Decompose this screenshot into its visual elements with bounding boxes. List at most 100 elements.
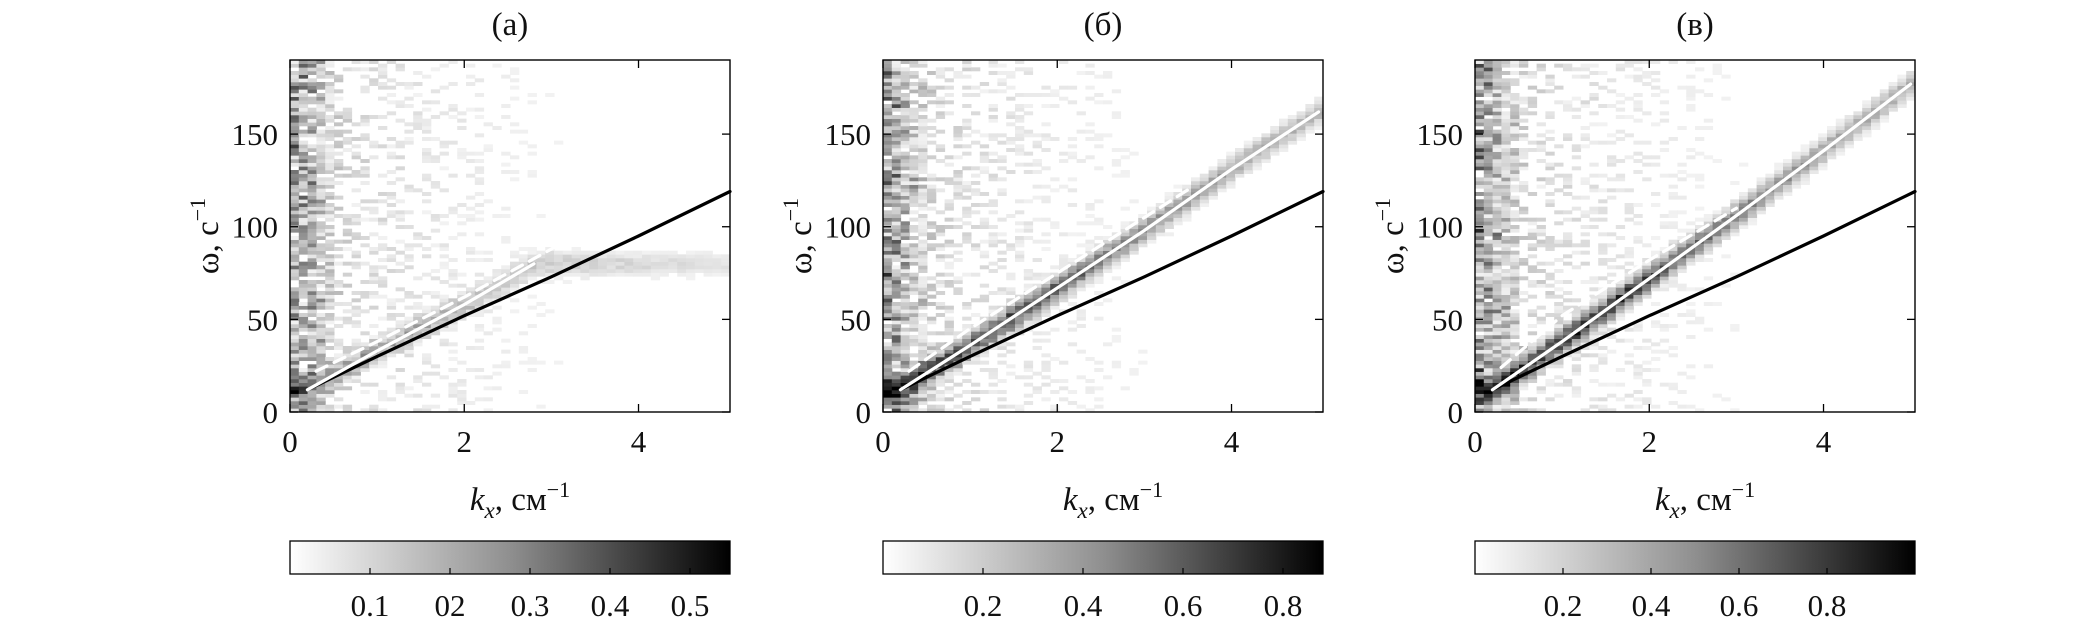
heatmap-cell [1791, 184, 1802, 189]
heatmap-cell [334, 375, 344, 380]
heatmap-cell [1111, 327, 1122, 332]
heatmap-cell [1510, 217, 1520, 222]
heatmap-cell [1589, 353, 1599, 358]
heatmap-cell [962, 302, 972, 306]
heatmap-cell [1536, 346, 1546, 350]
heatmap-cell [1545, 166, 1555, 171]
heatmap-cell [883, 140, 893, 145]
heatmap-cell [1712, 210, 1722, 215]
heatmap-cell [633, 261, 643, 266]
heatmap-cell [918, 291, 928, 295]
heatmap-cell [571, 265, 581, 270]
heatmap-cell [369, 280, 379, 284]
heatmap-cell [1633, 159, 1643, 163]
heatmap-cell [1607, 272, 1617, 277]
heatmap-cell [360, 291, 370, 295]
heatmap-cell [694, 265, 705, 270]
heatmap-cell [1580, 232, 1590, 237]
heatmap-cell [518, 346, 529, 350]
heatmap-cell [325, 360, 335, 365]
heatmap-cell [1041, 195, 1051, 200]
heatmap-cell [536, 214, 546, 218]
heatmap-cell [1835, 126, 1846, 130]
heatmap-cell [1510, 342, 1520, 347]
heatmap-cell [422, 177, 432, 182]
heatmap-cell [909, 74, 919, 79]
heatmap-cell [395, 239, 405, 244]
heatmap-cell [1032, 159, 1042, 163]
heatmap-cell [1191, 181, 1201, 185]
heatmap-cell [900, 67, 910, 72]
heatmap-cell [598, 272, 608, 277]
heatmap-cell [298, 390, 309, 394]
heatmap-cell [483, 298, 493, 303]
heatmap-cell [703, 265, 713, 270]
heatmap-cell [935, 243, 946, 248]
heatmap-cell [1519, 74, 1529, 79]
heatmap-cell [290, 349, 300, 354]
heatmap-cell [883, 151, 893, 156]
heatmap-cell [935, 313, 946, 317]
heatmap-cell [1501, 203, 1511, 207]
heatmap-cell [1519, 217, 1529, 222]
heatmap-cell [1475, 129, 1485, 134]
heatmap-cell [307, 177, 317, 182]
heatmap-cell [1050, 104, 1060, 108]
heatmap-cell [918, 184, 928, 189]
heatmap-cell [1668, 221, 1678, 226]
heatmap-cell [307, 115, 317, 119]
heatmap-cell [1871, 104, 1881, 108]
heatmap-cell [1615, 280, 1626, 284]
heatmap-cell [615, 269, 625, 273]
heatmap-cell [404, 349, 414, 354]
heatmap-cell [1059, 184, 1069, 189]
heatmap-cell [891, 206, 902, 211]
heatmap-cell [900, 309, 910, 314]
heatmap-cell [1659, 258, 1670, 262]
heatmap-cell [988, 159, 998, 163]
heatmap-cell [1483, 291, 1494, 295]
heatmap-cell [900, 393, 910, 398]
heatmap-cell [721, 258, 731, 262]
heatmap-cell [1897, 85, 1907, 90]
heatmap-cell [962, 335, 972, 339]
heatmap-cell [307, 382, 317, 387]
heatmap-cell [492, 214, 502, 218]
heatmap-cell [1067, 269, 1078, 273]
heatmap-cell [1651, 302, 1661, 306]
heatmap-cell [883, 214, 893, 218]
heatmap-cell [307, 107, 317, 112]
heatmap-cell [492, 272, 502, 277]
heatmap-cell [918, 401, 928, 405]
heatmap-cell [298, 401, 309, 405]
heatmap-cell [1615, 309, 1626, 314]
heatmap-cell [979, 225, 990, 229]
heatmap-cell [1023, 129, 1034, 134]
heatmap-cell [918, 305, 928, 310]
heatmap-cell [510, 254, 520, 259]
heatmap-cell [1510, 269, 1520, 273]
heatmap-cell [1510, 170, 1520, 174]
heatmap-cell [466, 195, 476, 200]
heatmap-cell [325, 335, 335, 339]
heatmap-cell [1668, 272, 1678, 277]
heatmap-cell [944, 261, 954, 266]
heatmap-cell [1129, 243, 1139, 248]
heatmap-cell [909, 60, 919, 64]
heatmap-cell [325, 357, 335, 361]
heatmap-cell [1607, 327, 1617, 332]
heatmap-cell [501, 291, 511, 295]
heatmap-cell [1492, 74, 1502, 79]
heatmap-cell [686, 276, 696, 281]
heatmap-cell [1059, 258, 1069, 262]
heatmap-cell [1023, 225, 1034, 229]
heatmap-cell [883, 137, 893, 141]
heatmap-cell [1041, 298, 1051, 303]
heatmap-cell [316, 137, 326, 141]
heatmap-cell [307, 133, 317, 138]
heatmap-cell [448, 272, 458, 277]
heatmap-cell [1041, 239, 1051, 244]
heatmap-cell [927, 342, 937, 347]
heatmap-cell [325, 379, 335, 383]
heatmap-cell [316, 236, 326, 240]
